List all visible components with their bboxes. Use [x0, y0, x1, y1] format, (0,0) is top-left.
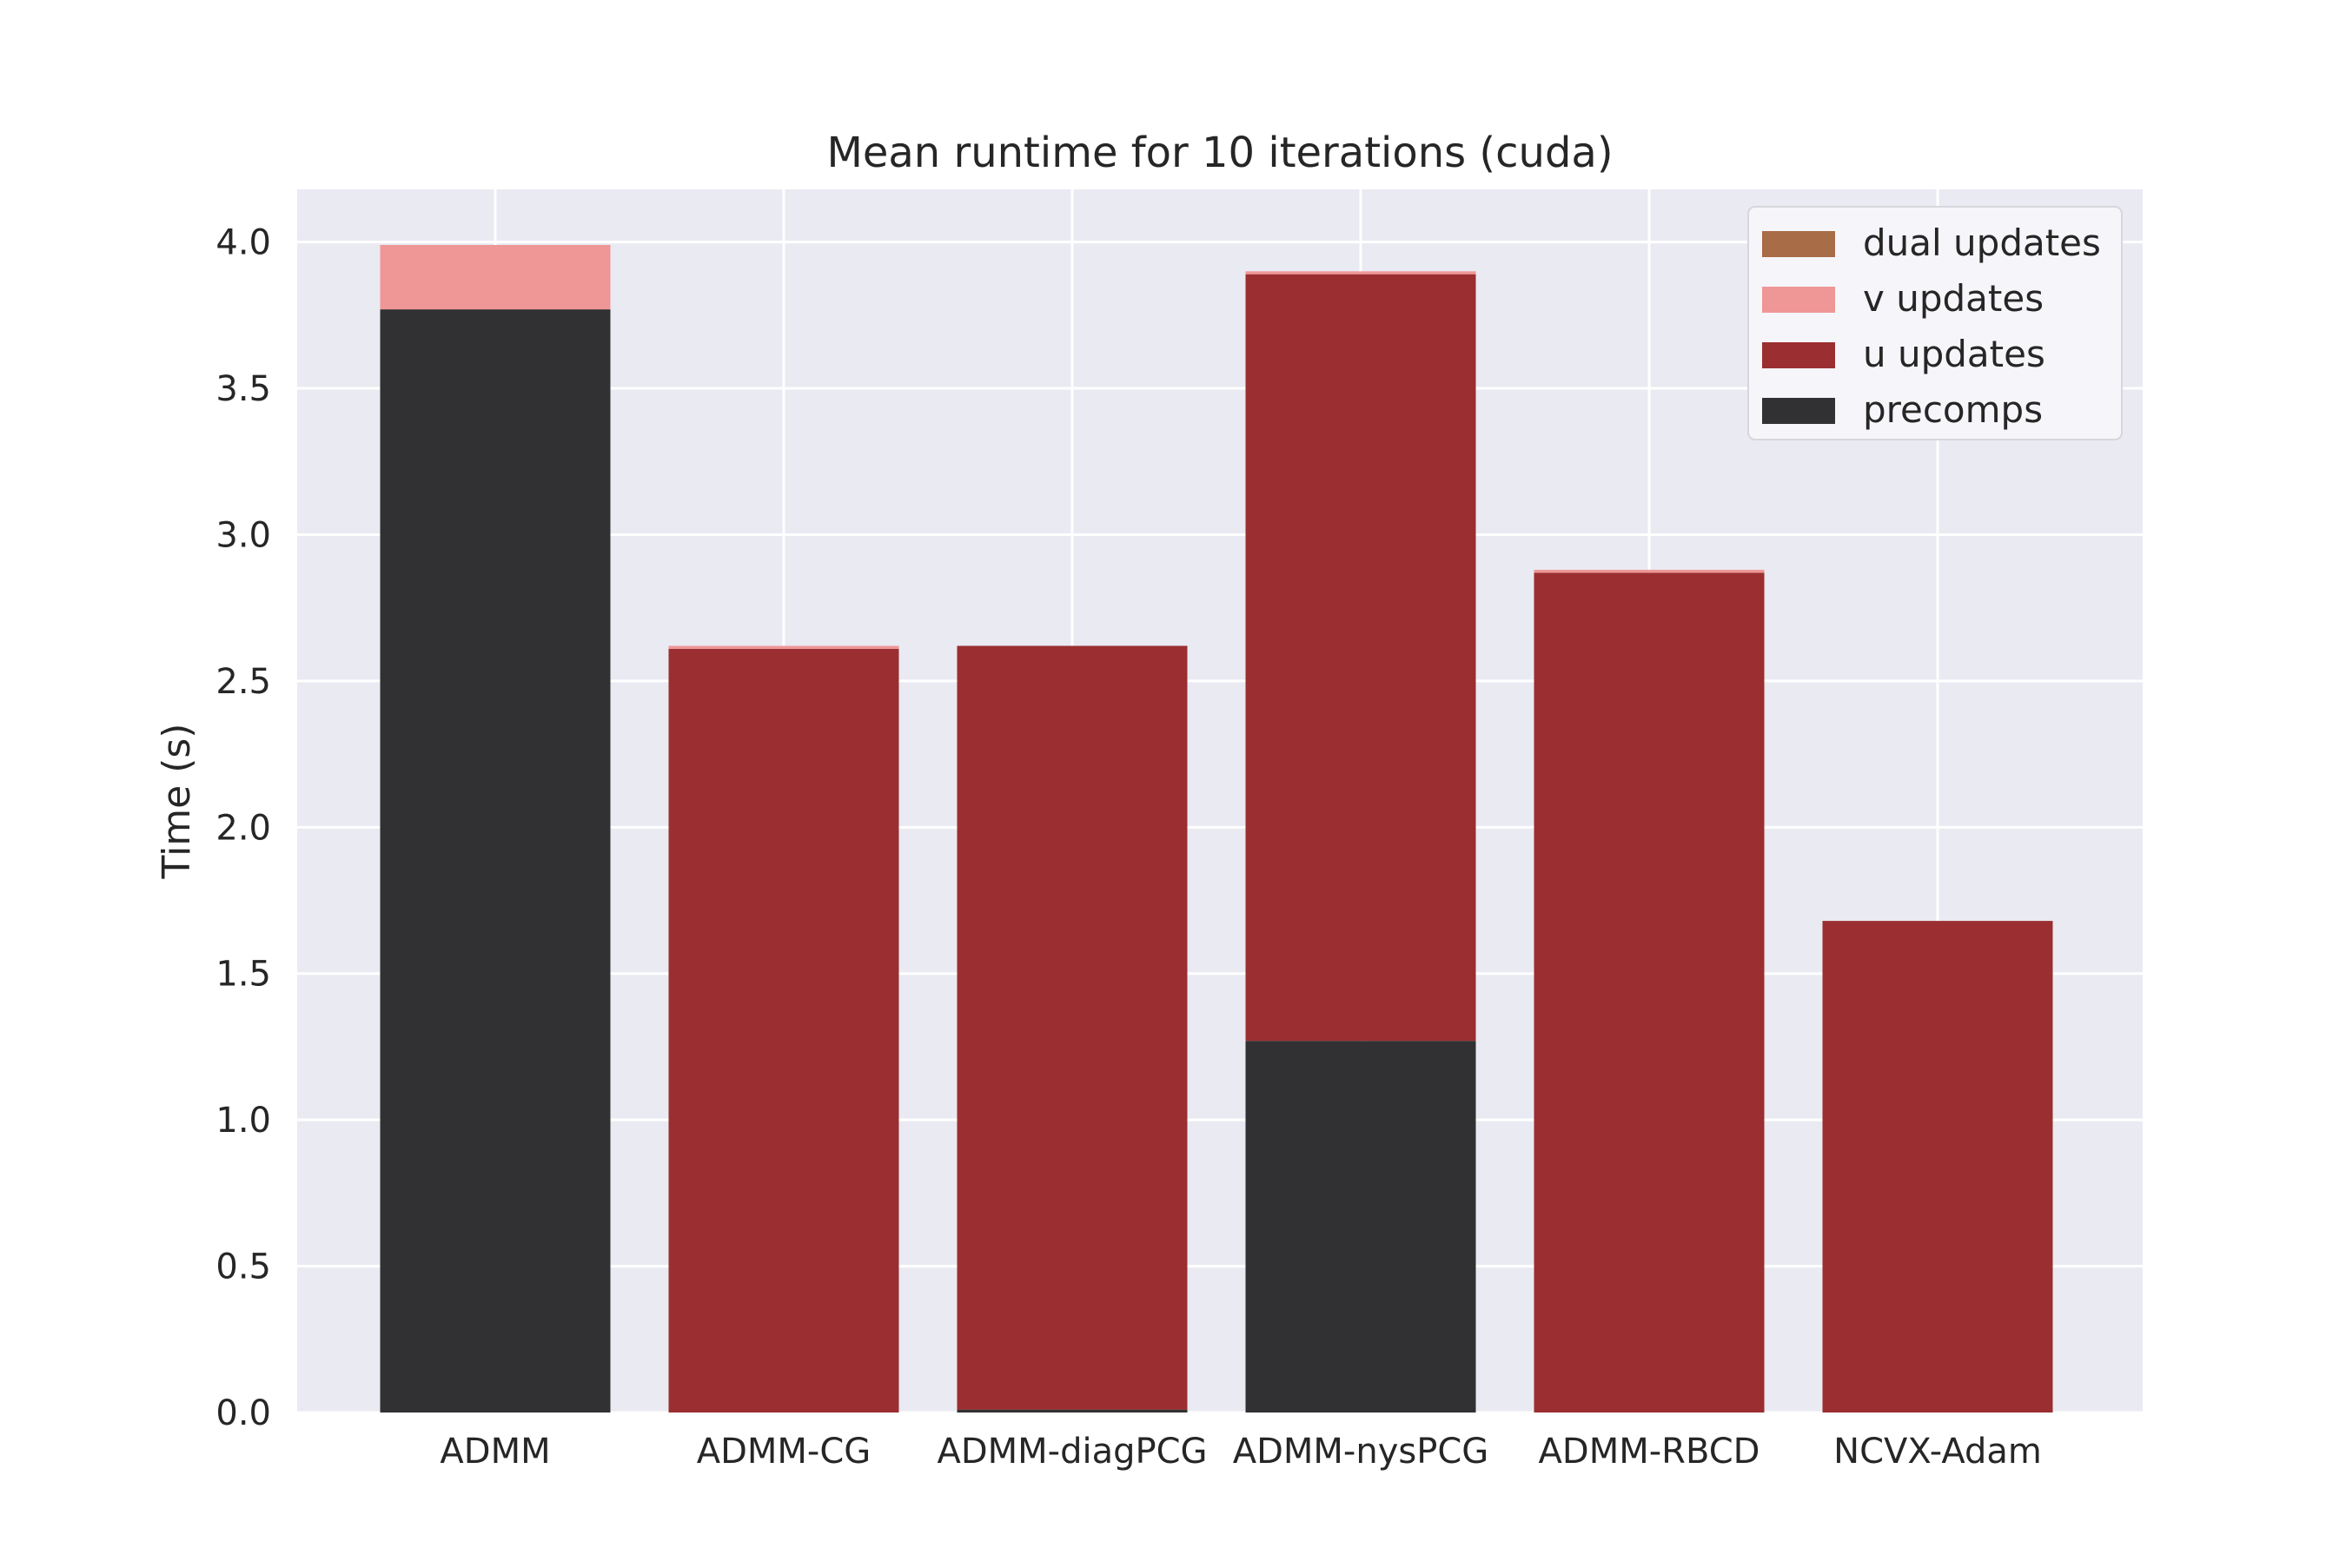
bar-u-updates-NCVX-Adam [1822, 921, 2053, 1413]
legend-box [1747, 206, 2123, 440]
y-tick-label: 0.0 [215, 1393, 271, 1433]
bar-v-updates-ADMM [380, 245, 611, 310]
legend-swatch [1762, 398, 1835, 424]
y-axis-label: Time (s) [155, 724, 199, 880]
legend: dual updates v updates u updates precomps [1747, 206, 2123, 440]
y-tick-label: 0.5 [215, 1247, 271, 1287]
bar-u-updates-ADMM-diagPCG [957, 645, 1188, 1410]
bar-u-updates-ADMM-nysPCG [1245, 274, 1476, 1042]
y-tick-label: 1.0 [215, 1101, 271, 1141]
x-tick-label: ADMM-CG [697, 1432, 871, 1472]
legend-label: precomps [1863, 388, 2043, 431]
y-tick-label: 4.0 [215, 223, 271, 263]
x-tick-label: ADMM-RBCD [1539, 1432, 1760, 1472]
x-tick-label: ADMM-nysPCG [1233, 1432, 1489, 1472]
x-tick-label: ADMM [440, 1432, 550, 1472]
y-tick-label: 2.0 [215, 808, 271, 848]
bars [380, 245, 2053, 1413]
y-tick-label: 3.0 [215, 515, 271, 555]
chart-title: Mean runtime for 10 iterations (cuda) [826, 129, 1613, 177]
y-axis-ticks: 0.0 0.5 1.0 1.5 2.0 2.5 3.0 3.5 4.0 [215, 223, 271, 1433]
bar-v-updates-ADMM-CG [668, 645, 899, 649]
legend-swatch [1762, 342, 1835, 368]
y-tick-label: 1.5 [215, 955, 271, 995]
bar-precomps-ADMM-diagPCG [957, 1409, 1188, 1413]
bar-v-updates-ADMM-nysPCG [1245, 271, 1476, 275]
bar-v-updates-ADMM-RBCD [1534, 569, 1765, 573]
legend-label: dual updates [1863, 222, 2101, 264]
legend-swatch [1762, 231, 1835, 257]
bar-precomps-ADMM-nysPCG [1245, 1041, 1476, 1413]
x-tick-label: NCVX-Adam [1833, 1432, 2042, 1472]
bar-u-updates-ADMM-RBCD [1534, 572, 1765, 1413]
legend-label: v updates [1863, 277, 2044, 320]
y-tick-label: 2.5 [215, 662, 271, 702]
legend-label: u updates [1863, 333, 2045, 375]
x-tick-label: ADMM-diagPCG [937, 1432, 1207, 1472]
bar-u-updates-ADMM-CG [668, 648, 899, 1413]
bar-precomps-ADMM [380, 309, 611, 1413]
x-axis-ticks: ADMM ADMM-CG ADMM-diagPCG ADMM-nysPCG ADMM-R… [440, 1432, 2041, 1472]
legend-swatch [1762, 287, 1835, 313]
y-tick-label: 3.5 [215, 369, 271, 409]
